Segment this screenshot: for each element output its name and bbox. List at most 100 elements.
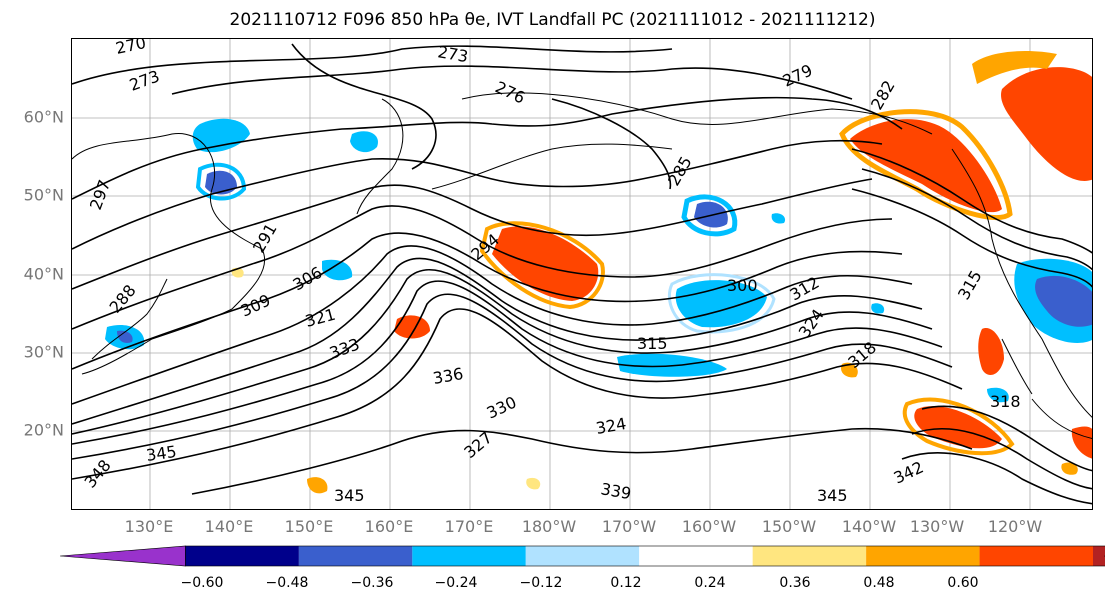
contour-label: 273 [436, 42, 469, 66]
colorbar-tick-label: −0.36 [350, 575, 394, 591]
contour-label: 309 [238, 290, 274, 320]
contour-label: 333 [327, 334, 362, 362]
baja [1001, 338, 1033, 395]
japan-negative-core [117, 330, 133, 343]
small-negative-1 [771, 213, 786, 224]
subtropics-positive-3-edge [902, 397, 1015, 456]
lon-label: 170°W [601, 517, 657, 536]
contour-label: 270 [114, 39, 148, 58]
contour-label: 300 [727, 276, 758, 295]
colorbar [60, 545, 1105, 567]
na-west-coast [951, 148, 1092, 418]
subtropics-positive-2 [978, 328, 1004, 375]
okhotsk-negative-edge [195, 162, 247, 201]
lon-label: 140°E [204, 517, 254, 536]
theta-e-contours [72, 43, 1092, 505]
colorbar-tick-label: 0.48 [863, 575, 895, 591]
contour-label: 345 [145, 442, 178, 465]
lon-label: 130°E [124, 517, 174, 536]
contour-label: 339 [599, 479, 632, 503]
map-panel: 270 273 273 276 279 282 285 288 291 294 … [71, 38, 1093, 510]
okhotsk-negative [205, 170, 237, 195]
contour-label: 273 [127, 66, 162, 94]
yellow-speck-3 [841, 362, 858, 378]
colorbar-tick-label: −0.12 [519, 575, 563, 591]
colorbar-segment [1093, 546, 1105, 566]
contour-label: 312 [787, 273, 823, 305]
lon-label: 160°W [681, 517, 737, 536]
colorbar-outline [185, 545, 1105, 567]
yellow-speck-2 [526, 477, 541, 490]
contour-label: 324 [795, 305, 828, 341]
yellow-speck-4 [1061, 462, 1078, 475]
colorbar-segment [412, 546, 526, 566]
west-us-negative-core [1035, 275, 1092, 327]
mexico-coast [1031, 398, 1092, 440]
colorbar-tick-label: −0.48 [265, 575, 309, 591]
colorbar-tick-label: −0.60 [180, 575, 224, 591]
nw-us-coast-positive-edge [839, 109, 1013, 220]
lon-label: 150°E [284, 517, 334, 536]
lat-label: 60°N [23, 107, 64, 127]
colorbar-segment [866, 546, 980, 566]
kamchatka-coast [356, 98, 404, 215]
nw-us-coast-positive [850, 119, 1002, 213]
figure-title: 2021110712 F096 850 hPa θe, IVT Landfall… [229, 10, 876, 30]
colorbar-segment [752, 546, 867, 566]
colorbar-segment [525, 546, 640, 566]
contour-label: 315 [637, 334, 668, 353]
central-pacific-positive-edge [479, 221, 605, 310]
subtropics-positive-4 [1071, 426, 1092, 459]
contour-label: 285 [664, 153, 696, 189]
contour-label: 345 [817, 486, 848, 505]
contour-label: 318 [990, 392, 1021, 411]
map-svg: 270 273 273 276 279 282 285 288 291 294 … [72, 39, 1092, 509]
lon-label: 130°W [909, 517, 965, 536]
lon-label: 150°W [761, 517, 817, 536]
contour-label: 327 [460, 428, 496, 462]
lon-label: 170°E [444, 517, 494, 536]
contour-label: 276 [492, 77, 528, 107]
colorbar-tick-label: 0.36 [779, 575, 811, 591]
positive-anomaly-shading [231, 51, 1092, 494]
contour-label: 297 [86, 177, 114, 212]
lat-label: 20°N [23, 420, 64, 440]
lon-label: 180°W [521, 517, 577, 536]
colorbar-segment [639, 546, 753, 566]
contour-label: 324 [594, 414, 627, 438]
lon-label: 140°W [841, 517, 897, 536]
east-pac-negative-speck [987, 387, 1009, 403]
contour-label: 321 [303, 305, 337, 331]
colorbar-segment [979, 546, 1093, 566]
kuril-negative [322, 259, 353, 281]
contour-label: 291 [249, 220, 281, 256]
colorbar-tick-label: 0.12 [610, 575, 642, 591]
contour-label: 336 [431, 364, 464, 388]
contour-label: 288 [106, 281, 140, 317]
contour-label: 282 [867, 77, 899, 113]
ne-pacific-negative-light [667, 273, 776, 334]
contour-label: 306 [290, 263, 326, 295]
colorbar-extend-min [60, 545, 186, 567]
lat-label: 50°N [23, 185, 64, 205]
colorbar-tick-label: −0.24 [434, 575, 478, 591]
kamchatka-negative [350, 131, 378, 153]
contour-label: 348 [81, 456, 115, 492]
alaska-positive-edge [972, 51, 1057, 84]
japan-islands [91, 278, 168, 360]
alaska-coast [461, 92, 933, 135]
colorbar-tick-label: 0.60 [947, 575, 979, 591]
lon-label: 120°W [987, 517, 1043, 536]
japan-sea-negative [192, 118, 250, 153]
lat-label: 30°N [23, 342, 64, 362]
colorbar-segment [185, 546, 299, 566]
lat-label: 40°N [23, 264, 64, 284]
lon-label: 160°E [364, 517, 414, 536]
small-negative-2 [871, 303, 885, 314]
aleutians [431, 143, 673, 190]
colorbar-tick-label: 0.24 [694, 575, 726, 591]
alaska-positive [1001, 67, 1092, 181]
subtropics-positive-1 [394, 315, 430, 339]
colorbar-segment [298, 546, 413, 566]
contour-label: 315 [954, 267, 986, 303]
